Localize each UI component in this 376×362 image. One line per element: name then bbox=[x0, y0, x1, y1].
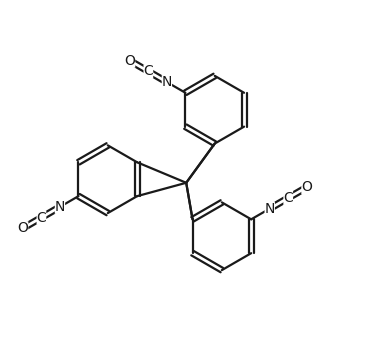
Text: N: N bbox=[55, 200, 65, 214]
Text: O: O bbox=[124, 54, 135, 68]
Text: N: N bbox=[265, 202, 275, 216]
Text: O: O bbox=[17, 221, 28, 235]
Text: N: N bbox=[162, 75, 172, 89]
Text: C: C bbox=[36, 211, 46, 224]
Text: C: C bbox=[144, 64, 153, 79]
Text: C: C bbox=[284, 191, 293, 205]
Text: O: O bbox=[301, 180, 312, 194]
